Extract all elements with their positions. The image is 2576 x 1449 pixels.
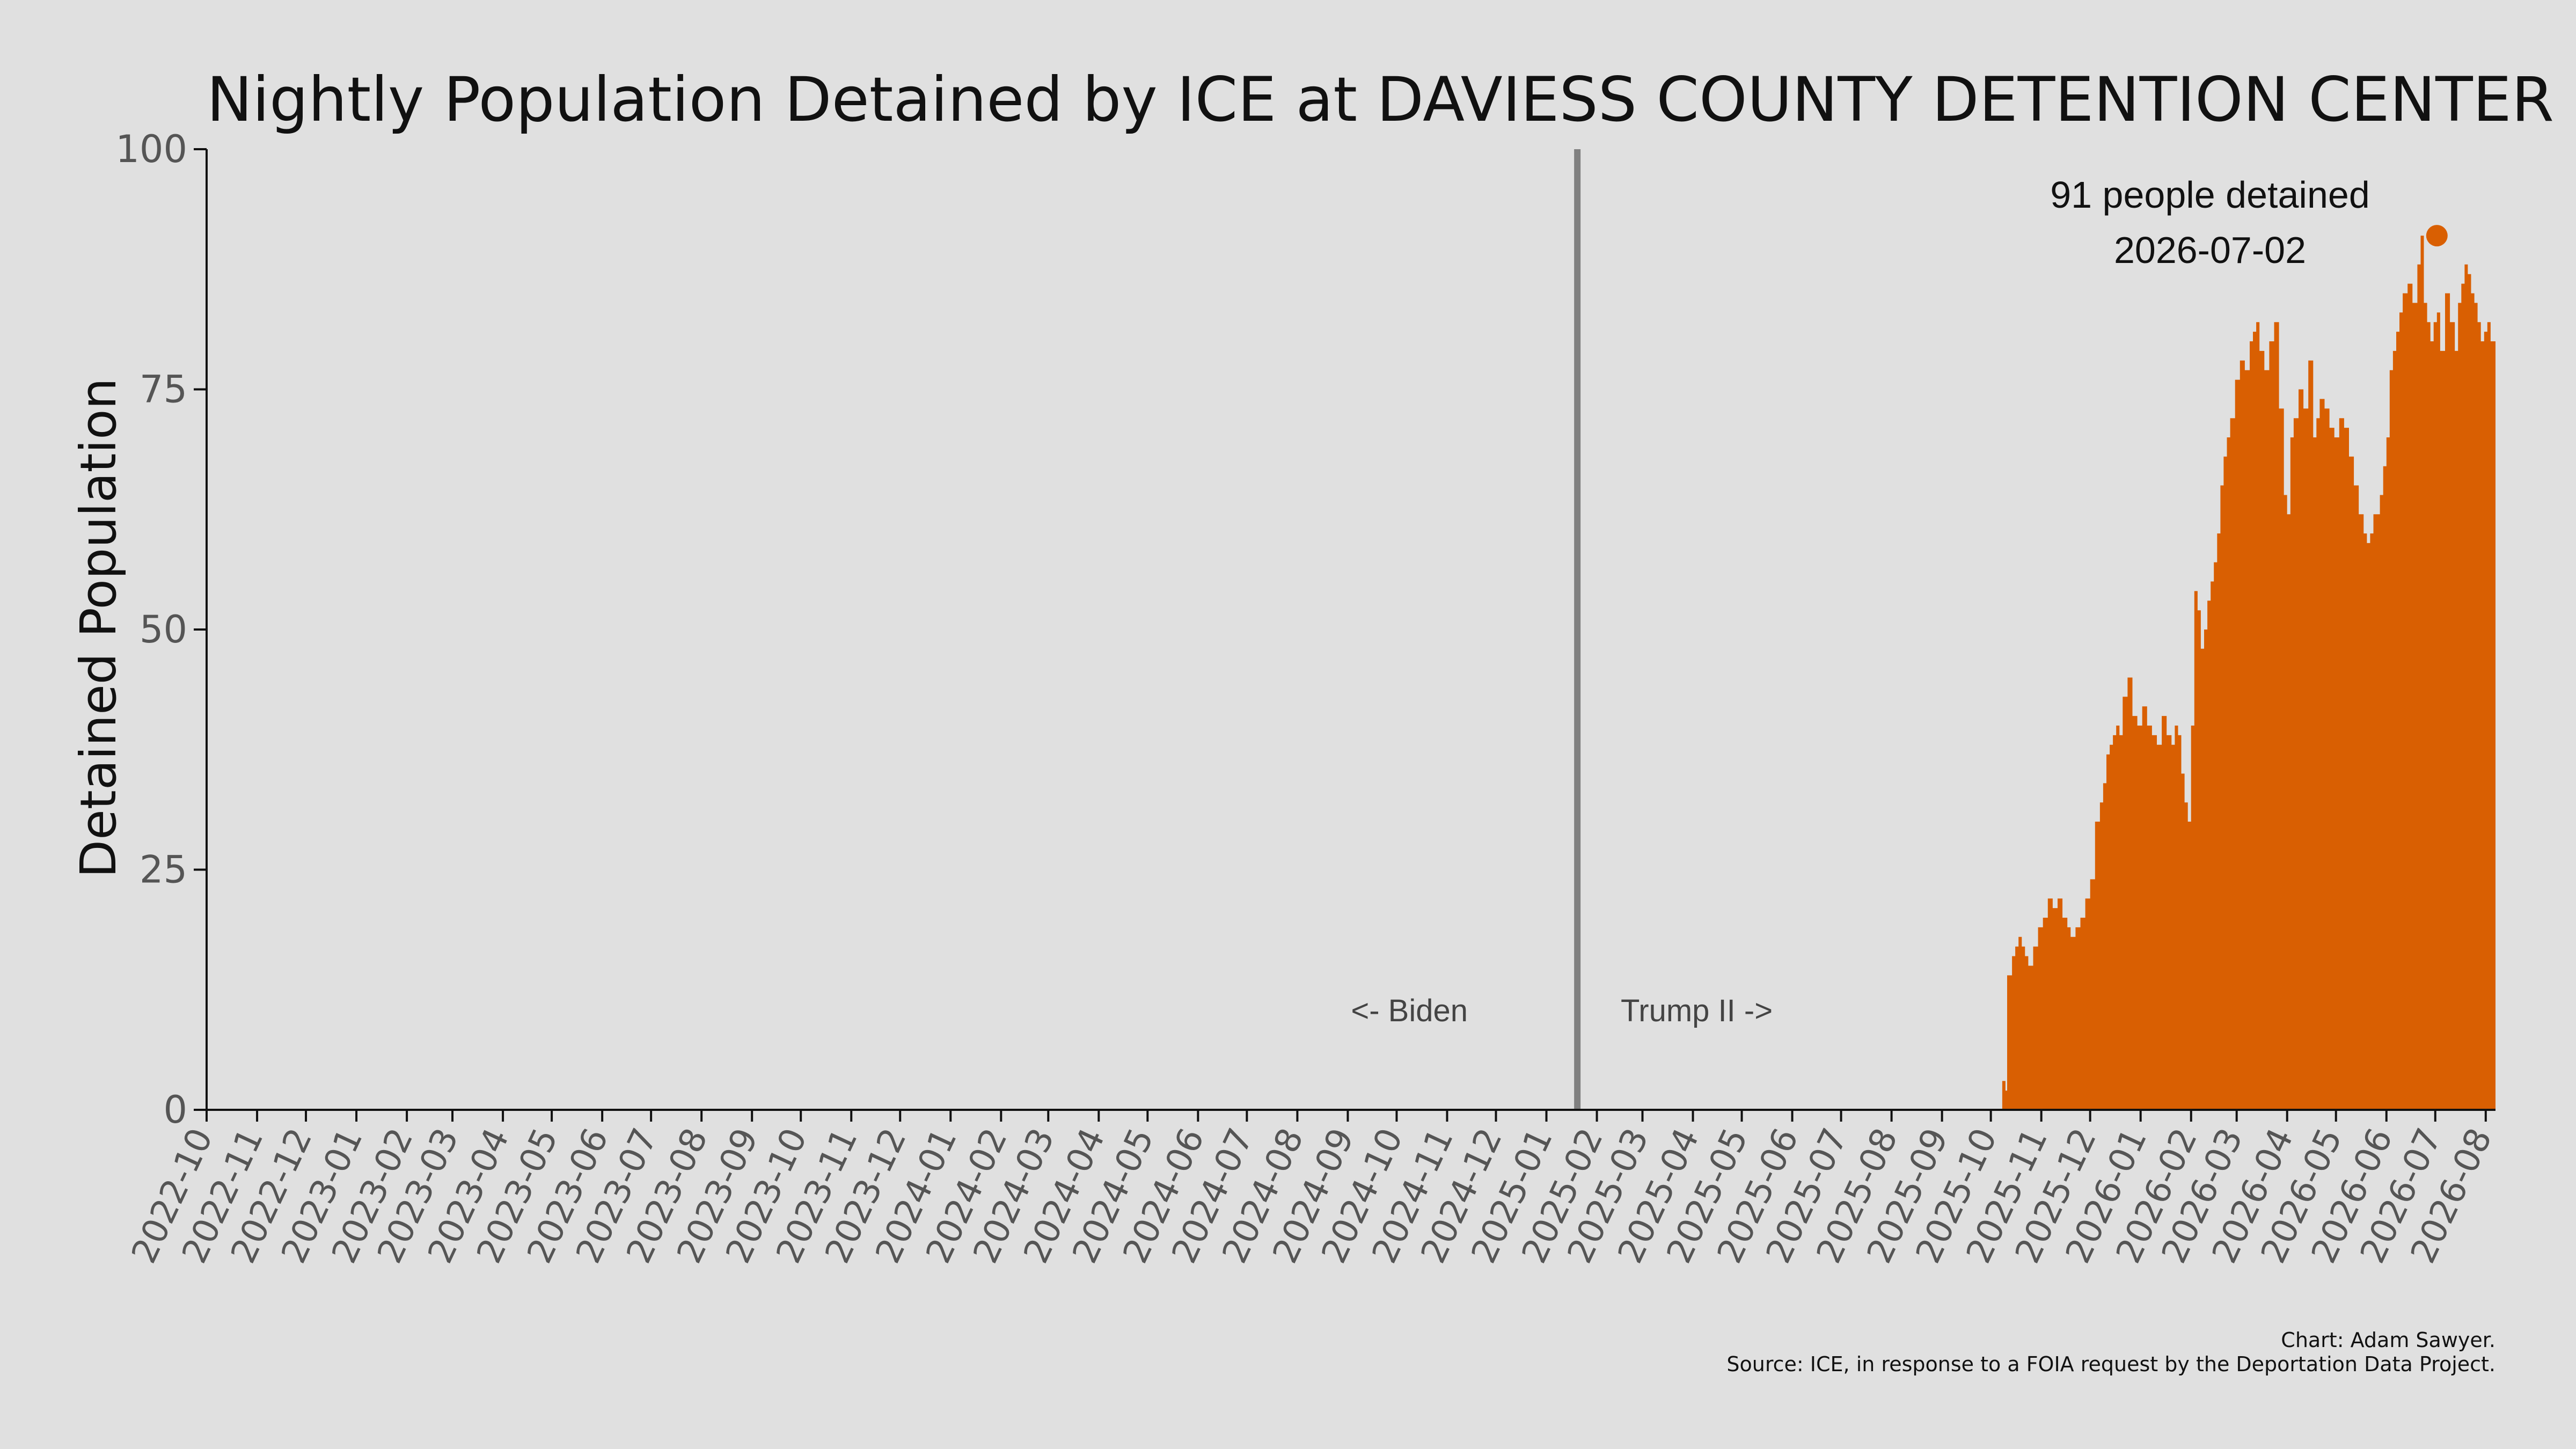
x-ticks: 2022-102022-112022-122023-012023-022023-… xyxy=(124,1110,2500,1269)
y-tick-label: 100 xyxy=(115,127,187,171)
y-tick-label: 25 xyxy=(140,848,187,892)
y-tick-label: 0 xyxy=(163,1088,187,1132)
y-axis-label: Detained Population xyxy=(70,378,127,877)
series-area-0 xyxy=(2002,236,2496,1110)
chart-source: Source: ICE, in response to a FOIA reque… xyxy=(1726,1352,2496,1376)
chart-title: Nightly Population Detained by ICE at DA… xyxy=(207,64,2554,135)
trump-era-label: Trump II -> xyxy=(1621,993,1773,1028)
peak-marker xyxy=(2426,225,2448,247)
peak-annotation-date: 2026-07-02 xyxy=(2114,229,2306,271)
y-ticks: 0 25 50 75 100 xyxy=(115,127,207,1132)
y-tick-label: 75 xyxy=(140,368,187,412)
area-layer xyxy=(2002,236,2496,1110)
biden-era-label: <- Biden xyxy=(1351,993,1468,1028)
chart-credit: Chart: Adam Sawyer. xyxy=(2281,1328,2496,1352)
y-tick-label: 50 xyxy=(140,608,187,652)
peak-annotation-count: 91 people detained xyxy=(2050,174,2370,216)
